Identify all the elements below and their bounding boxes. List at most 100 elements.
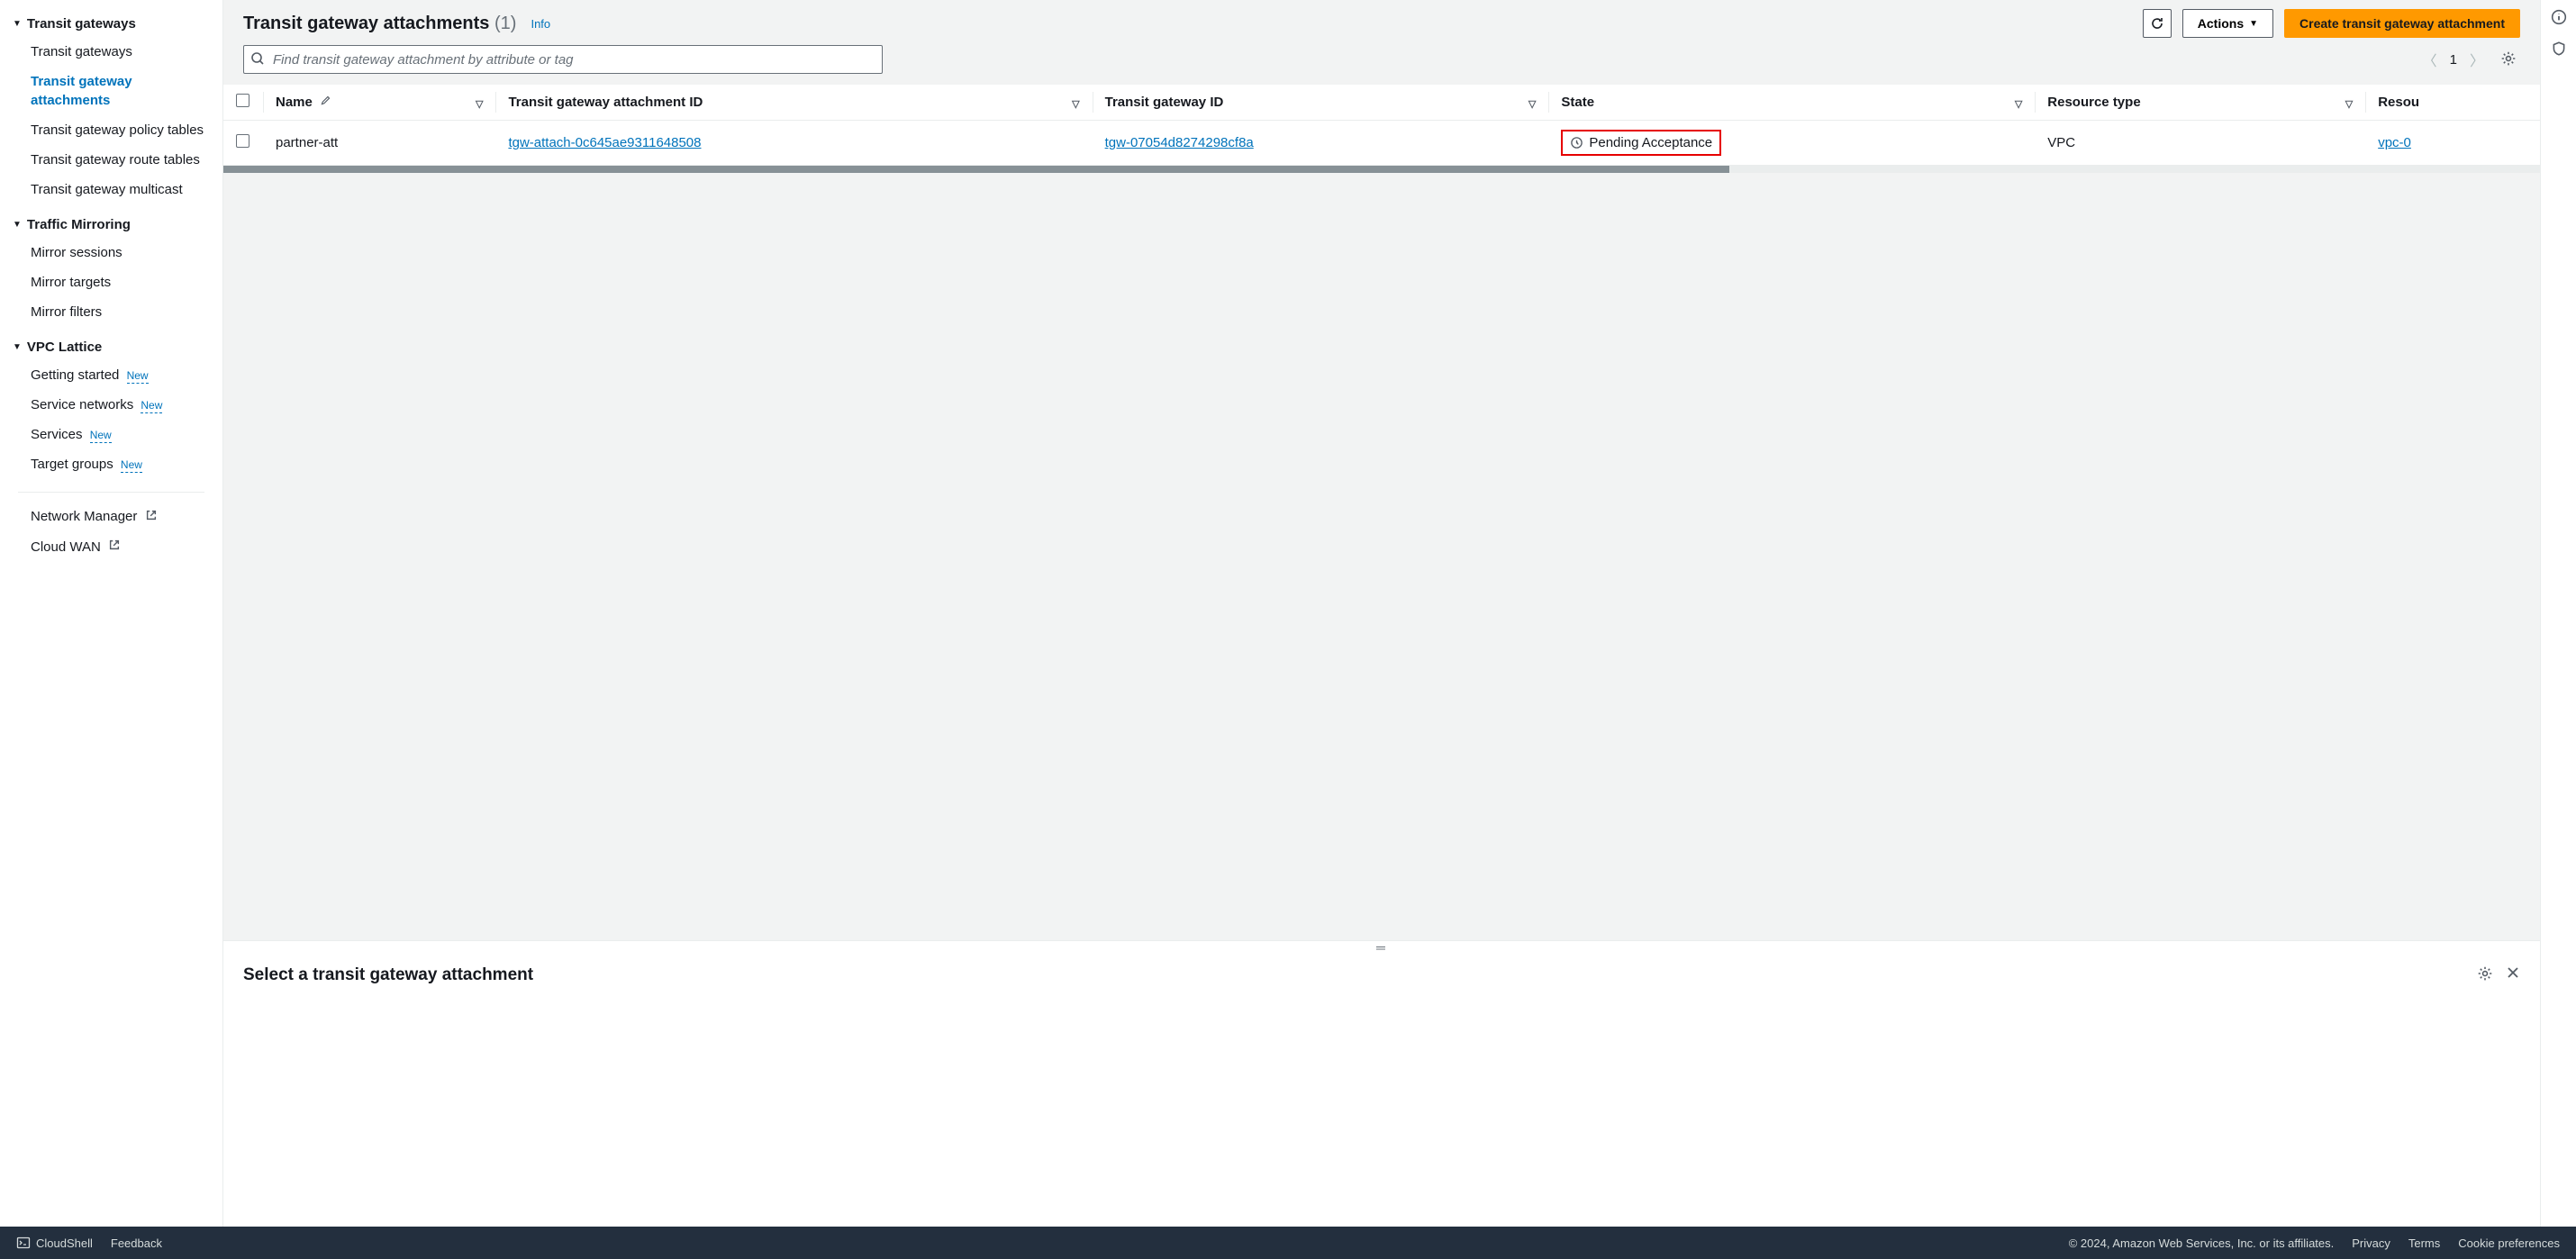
security-panel-button[interactable] — [2551, 41, 2567, 59]
sidebar-item-services[interactable]: Services New — [0, 420, 222, 449]
clock-icon — [1570, 136, 1583, 149]
sidebar-item-tgw-multicast[interactable]: Transit gateway multicast — [0, 175, 222, 204]
sidebar-item-tgw-route-tables[interactable]: Transit gateway route tables — [0, 145, 222, 175]
empty-area — [223, 173, 2540, 940]
search-icon — [250, 51, 265, 68]
sidebar-item-mirror-filters[interactable]: Mirror filters — [0, 297, 222, 327]
caret-down-icon: ▼ — [13, 19, 22, 29]
sidebar-item-mirror-targets[interactable]: Mirror targets — [0, 267, 222, 297]
cell-state: Pending Acceptance — [1561, 130, 1721, 156]
cookies-link[interactable]: Cookie preferences — [2458, 1236, 2560, 1250]
col-resource-id[interactable]: Resou — [2365, 85, 2540, 121]
sidebar-section-label: Traffic Mirroring — [27, 217, 131, 232]
sidebar-section-transit-gateways: ▼ Transit gateways Transit gateways Tran… — [0, 7, 222, 208]
sidebar-item-cloud-wan[interactable]: Cloud WAN — [0, 532, 222, 563]
sidebar-section-label: Transit gateways — [27, 16, 136, 32]
sidebar-divider — [18, 492, 204, 493]
sidebar-item-tgw-policy-tables[interactable]: Transit gateway policy tables — [0, 115, 222, 145]
sort-icon: ▽ — [1072, 98, 1079, 110]
sidebar: ▼ Transit gateways Transit gateways Tran… — [0, 0, 223, 1259]
table-row[interactable]: partner-att tgw-attach-0c645ae9311648508… — [223, 121, 2540, 166]
horizontal-scrollbar[interactable] — [223, 166, 2540, 173]
caret-down-icon: ▼ — [2249, 19, 2258, 29]
info-icon — [2551, 9, 2567, 25]
col-name[interactable]: Name ▽ — [263, 85, 495, 121]
privacy-link[interactable]: Privacy — [2352, 1236, 2390, 1250]
sidebar-section-vpc-lattice: ▼ VPC Lattice Getting started New Servic… — [0, 331, 222, 483]
split-handle[interactable]: ═ — [223, 940, 2540, 953]
sidebar-section-label: VPC Lattice — [27, 340, 102, 355]
main-content: Transit gateway attachments (1) Info Act… — [223, 0, 2540, 1259]
info-panel-button[interactable] — [2551, 9, 2567, 28]
cell-name: partner-att — [263, 121, 495, 166]
detail-panel: Select a transit gateway attachment — [223, 953, 2540, 1259]
cloudshell-button[interactable]: CloudShell — [16, 1236, 93, 1250]
caret-down-icon: ▼ — [13, 342, 22, 352]
next-page-button[interactable]: 〉 — [2470, 49, 2484, 70]
sidebar-header-traffic-mirroring[interactable]: ▼ Traffic Mirroring — [0, 212, 222, 238]
sort-icon: ▽ — [2345, 98, 2353, 110]
edit-icon — [320, 95, 331, 110]
external-link-icon — [145, 508, 158, 527]
refresh-icon — [2150, 16, 2164, 31]
detail-settings-button[interactable] — [2477, 965, 2493, 986]
col-state[interactable]: State▽ — [1548, 85, 2035, 121]
sidebar-section-traffic-mirroring: ▼ Traffic Mirroring Mirror sessions Mirr… — [0, 208, 222, 331]
new-badge: New — [90, 429, 112, 443]
feedback-link[interactable]: Feedback — [111, 1236, 162, 1250]
page-header: Transit gateway attachments (1) Info Act… — [223, 0, 2540, 45]
gear-icon — [2500, 50, 2517, 67]
sidebar-item-tgw-attachments[interactable]: Transit gateway attachments — [0, 67, 222, 115]
external-link-icon — [108, 538, 121, 557]
detail-close-button[interactable] — [2506, 965, 2520, 986]
sidebar-item-service-networks[interactable]: Service networks New — [0, 390, 222, 420]
select-all-checkbox[interactable] — [236, 94, 249, 107]
drag-handle-icon: ═ — [1376, 941, 1387, 954]
col-attachment-id[interactable]: Transit gateway attachment ID▽ — [495, 85, 1092, 121]
sort-icon: ▽ — [476, 98, 483, 110]
copyright: © 2024, Amazon Web Services, Inc. or its… — [2069, 1236, 2335, 1250]
sidebar-header-transit-gateways[interactable]: ▼ Transit gateways — [0, 11, 222, 37]
sidebar-item-target-groups[interactable]: Target groups New — [0, 449, 222, 479]
sidebar-item-getting-started[interactable]: Getting started New — [0, 360, 222, 390]
sidebar-header-vpc-lattice[interactable]: ▼ VPC Lattice — [0, 334, 222, 360]
footer: CloudShell Feedback © 2024, Amazon Web S… — [0, 1227, 2576, 1259]
search-wrap — [243, 45, 883, 74]
pagination: 〈 1 〉 — [2423, 47, 2520, 73]
cell-resource-id-link[interactable]: vpc-0 — [2378, 135, 2411, 150]
search-input[interactable] — [243, 45, 883, 74]
caret-down-icon: ▼ — [13, 220, 22, 230]
detail-title: Select a transit gateway attachment — [243, 965, 533, 985]
cell-attachment-id-link[interactable]: tgw-attach-0c645ae9311648508 — [508, 135, 701, 150]
toolbar: 〈 1 〉 — [223, 45, 2540, 85]
prev-page-button[interactable]: 〈 — [2423, 49, 2437, 70]
sidebar-item-mirror-sessions[interactable]: Mirror sessions — [0, 238, 222, 267]
right-rail — [2540, 0, 2576, 1259]
row-checkbox[interactable] — [236, 134, 249, 148]
scrollbar-thumb[interactable] — [223, 166, 1729, 173]
terms-link[interactable]: Terms — [2408, 1236, 2440, 1250]
new-badge: New — [127, 369, 149, 384]
attachments-table: Name ▽ Transit gateway attachment ID▽ Tr… — [223, 85, 2540, 166]
page-number: 1 — [2450, 52, 2457, 68]
shield-icon — [2551, 41, 2567, 57]
sort-icon: ▽ — [2015, 98, 2022, 110]
info-link[interactable]: Info — [531, 17, 550, 31]
cell-tgw-id-link[interactable]: tgw-07054d8274298cf8a — [1105, 135, 1254, 150]
gear-icon — [2477, 965, 2493, 982]
table-settings-button[interactable] — [2497, 47, 2520, 73]
actions-button[interactable]: Actions ▼ — [2182, 9, 2273, 38]
cell-resource-type: VPC — [2035, 121, 2365, 166]
refresh-button[interactable] — [2143, 9, 2172, 38]
new-badge: New — [141, 399, 162, 413]
col-resource-type[interactable]: Resource type▽ — [2035, 85, 2365, 121]
sidebar-item-transit-gateways[interactable]: Transit gateways — [0, 37, 222, 67]
page-title: Transit gateway attachments (1) — [243, 14, 516, 34]
page-count: (1) — [494, 14, 516, 33]
terminal-icon — [16, 1236, 31, 1250]
close-icon — [2506, 965, 2520, 980]
sort-icon: ▽ — [1528, 98, 1536, 110]
create-attachment-button[interactable]: Create transit gateway attachment — [2284, 9, 2520, 38]
col-tgw-id[interactable]: Transit gateway ID▽ — [1093, 85, 1549, 121]
sidebar-item-network-manager[interactable]: Network Manager — [0, 502, 222, 532]
